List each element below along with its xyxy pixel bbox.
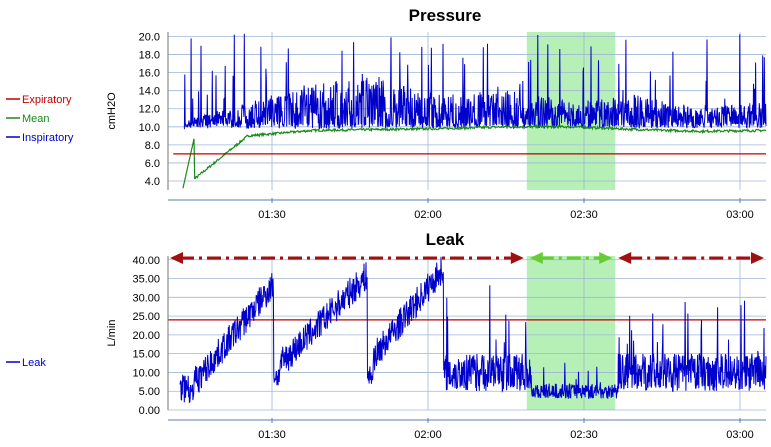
pressure-legend: Expiratory Mean Inspiratory (6, 94, 74, 144)
legend-label-inspiratory: Inspiratory (22, 132, 74, 144)
arrow-period-after (618, 252, 764, 264)
legend-label-expiratory: Expiratory (22, 94, 72, 106)
leak-x-ticks: 01:30 02:00 02:30 03:00 (258, 418, 754, 441)
y-tick-label: 14.0 (139, 86, 160, 98)
y-tick-label: 16.0 (139, 68, 160, 80)
pressure-title: Pressure (409, 6, 482, 25)
leak-y-ticks: 40.00 35.00 30.00 25.00 20.00 15.00 10.00 5.00 0… (132, 255, 160, 417)
leak-title: Leak (426, 230, 465, 249)
y-tick-label: 25.00 (132, 311, 160, 323)
y-tick-label: 12.0 (139, 104, 160, 116)
pressure-y-label: cmH2O (106, 92, 118, 130)
mean-series-line (182, 123, 767, 189)
leak-panel: 40.00 35.00 30.00 25.00 20.00 15.00 10.00 5.00 0… (106, 230, 767, 441)
leak-series-line (179, 256, 767, 404)
x-tick-label: 02:00 (414, 209, 442, 221)
y-tick-label: 10.0 (139, 122, 160, 134)
x-tick-label: 02:30 (570, 429, 598, 441)
y-tick-label: 35.00 (132, 274, 160, 286)
y-tick-label: 15.00 (132, 349, 160, 361)
y-tick-label: 18.0 (139, 50, 160, 62)
pressure-x-ticks: 01:30 02:00 02:30 03:00 (258, 198, 754, 221)
y-tick-label: 20.0 (139, 32, 160, 44)
y-tick-label: 0.00 (139, 405, 160, 417)
leak-legend: Leak (6, 357, 46, 369)
leak-y-label: L/min (106, 320, 118, 347)
y-tick-label: 10.00 (132, 367, 160, 379)
pressure-panel: 20.018.016.014.012.010.08.06.04.0 01:30 0… (106, 6, 767, 221)
y-tick-label: 8.0 (145, 140, 160, 152)
y-tick-label: 20.00 (132, 330, 160, 342)
y-tick-label: 30.00 (132, 292, 160, 304)
y-tick-label: 4.0 (145, 176, 160, 188)
arrow-period-highlight (529, 252, 613, 264)
y-tick-label: 6.0 (145, 158, 160, 170)
leak-period-arrows (170, 252, 764, 264)
pressure-y-ticks: 20.0 18.0 16.0 14.0 12.0 10.0 8.0 6.0 4.0 (139, 32, 160, 188)
inspiratory-series-line (183, 33, 767, 131)
x-tick-label: 03:00 (726, 209, 754, 221)
x-tick-label: 01:30 (258, 209, 286, 221)
y-tick-label: 5.00 (139, 386, 160, 398)
x-tick-label: 02:30 (570, 209, 598, 221)
x-tick-label: 01:30 (258, 429, 286, 441)
legend-label-leak: Leak (22, 357, 46, 369)
arrow-period-before (170, 252, 524, 264)
y-tick-label: 40.00 (132, 255, 160, 267)
x-tick-label: 03:00 (726, 429, 754, 441)
x-tick-label: 02:00 (414, 429, 442, 441)
legend-label-mean: Mean (22, 113, 50, 125)
